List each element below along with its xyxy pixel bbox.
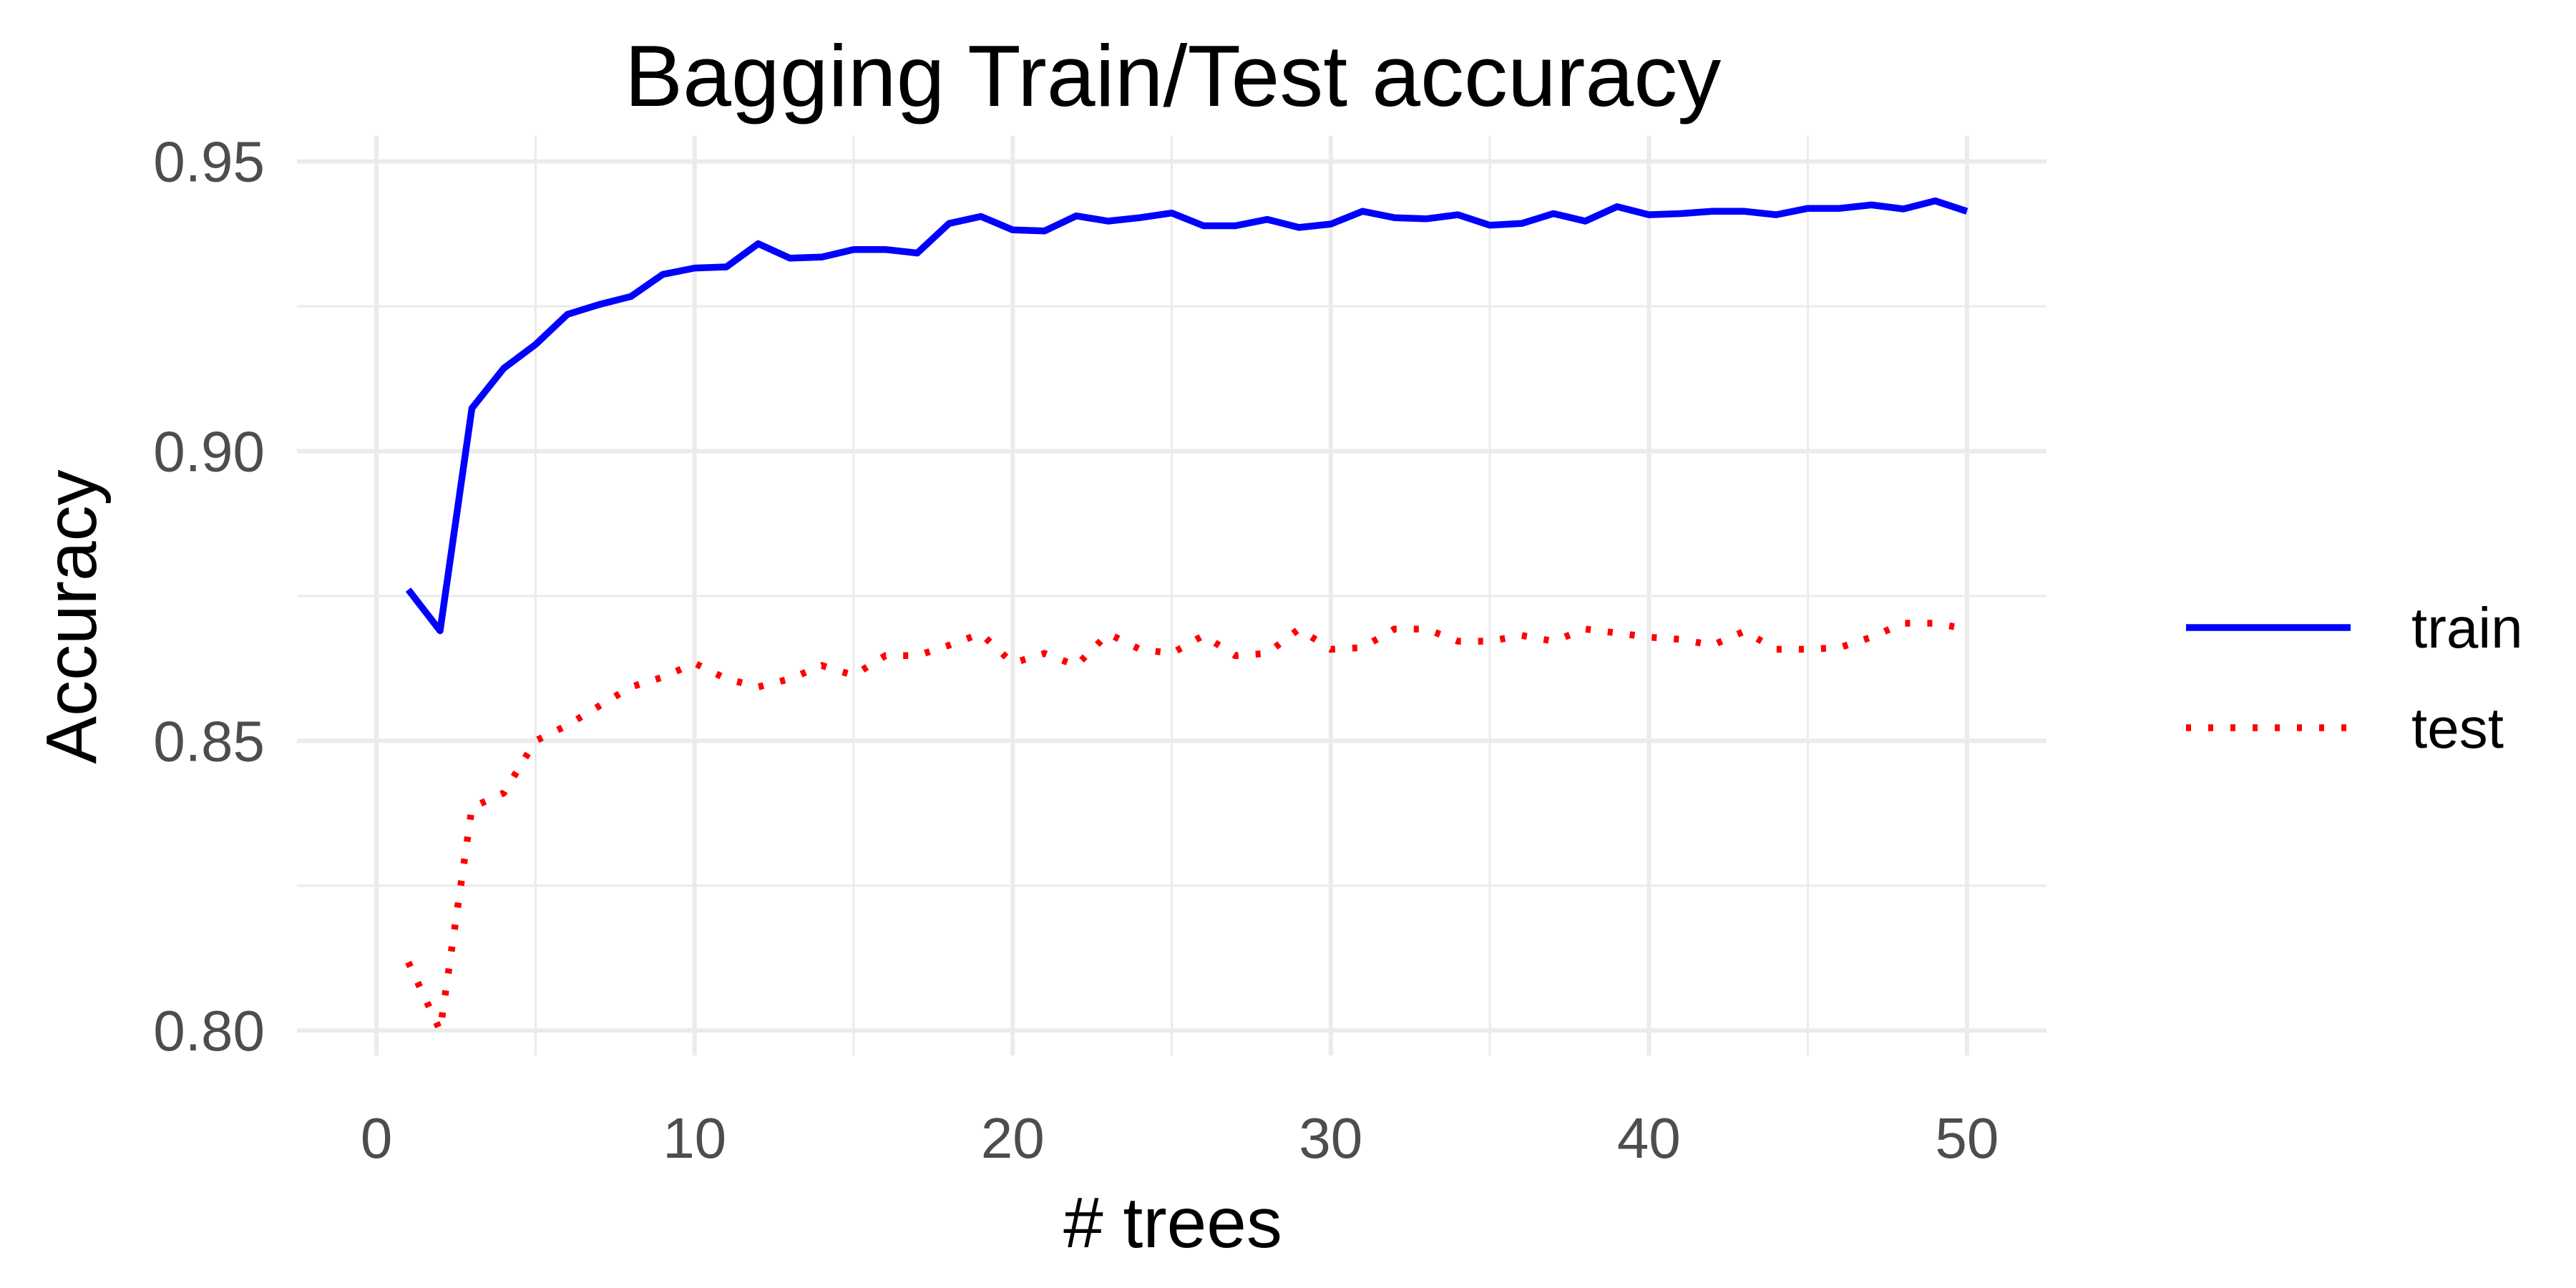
grid bbox=[297, 136, 2046, 1055]
y-tick-label: 0.95 bbox=[153, 130, 265, 194]
series-layer bbox=[405, 197, 1968, 1043]
y-tick-label: 0.80 bbox=[153, 999, 265, 1063]
y-tick-label: 0.90 bbox=[153, 419, 265, 483]
series-line-train bbox=[405, 197, 1968, 635]
x-axis-ticks: 0 10 20 30 40 50 bbox=[361, 1106, 1999, 1170]
y-axis-title: Accuracy bbox=[31, 469, 112, 763]
legend-label-train: train bbox=[2411, 596, 2523, 660]
x-axis-title: # trees bbox=[1063, 1183, 1282, 1263]
series-line-test bbox=[405, 620, 1968, 1043]
x-tick-label: 0 bbox=[361, 1106, 393, 1170]
y-axis-ticks: 0.80 0.85 0.90 0.95 bbox=[153, 130, 265, 1063]
x-tick-label: 20 bbox=[981, 1106, 1045, 1170]
x-tick-label: 50 bbox=[1935, 1106, 1999, 1170]
chart-title: Bagging Train/Test accuracy bbox=[625, 27, 1722, 125]
x-tick-label: 10 bbox=[663, 1106, 726, 1170]
y-tick-label: 0.85 bbox=[153, 709, 265, 773]
x-tick-label: 30 bbox=[1299, 1106, 1362, 1170]
x-tick-label: 40 bbox=[1617, 1106, 1681, 1170]
legend: train test bbox=[2186, 596, 2523, 760]
legend-label-test: test bbox=[2411, 696, 2504, 760]
